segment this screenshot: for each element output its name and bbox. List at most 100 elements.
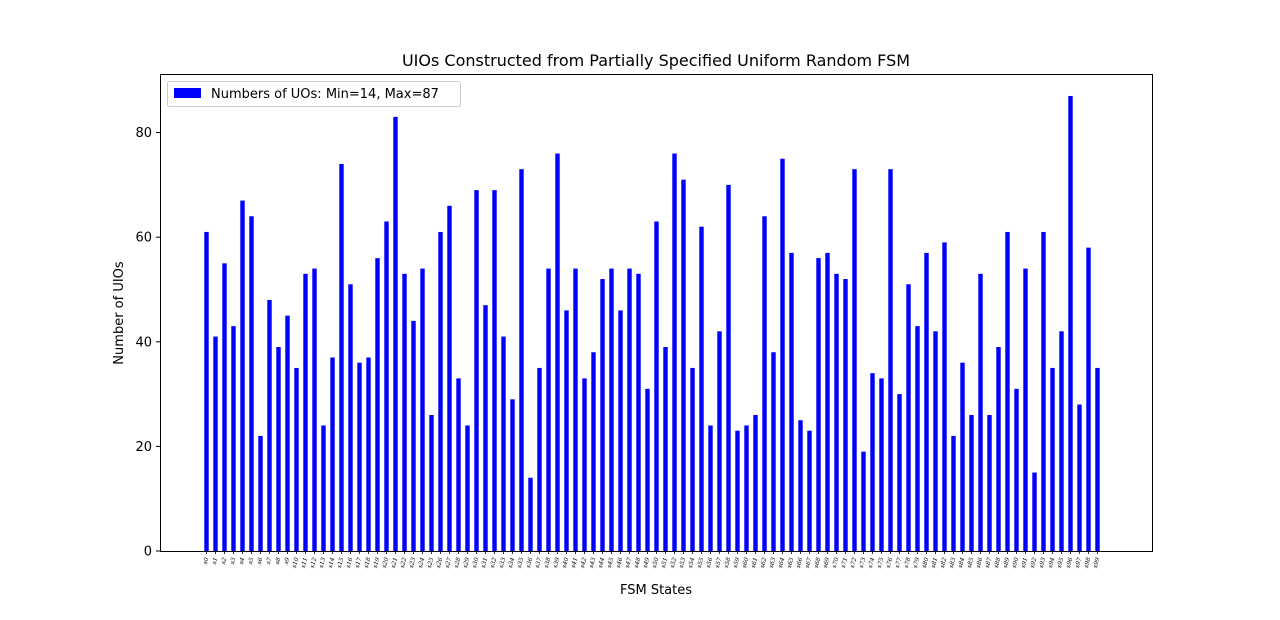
bar-s41: [573, 268, 578, 551]
x-tick-label: s95: [1056, 557, 1066, 569]
bar-s12: [312, 268, 317, 551]
x-tick-label: s85: [966, 557, 976, 569]
x-tick-label: s86: [975, 557, 985, 569]
x-tick-label: s54: [687, 557, 697, 569]
bar-s24: [420, 268, 425, 551]
bar-s60: [744, 425, 749, 551]
bar-s22: [402, 273, 407, 551]
bar-s80: [924, 252, 929, 552]
bar-s13: [321, 425, 326, 551]
bar-s40: [564, 310, 569, 551]
bar-s14: [330, 357, 335, 551]
x-tick-label: s64: [777, 557, 787, 569]
x-tick-label: s51: [660, 557, 670, 569]
bar-s31: [483, 305, 488, 551]
x-tick-label: s75: [876, 557, 886, 569]
x-tick-label: s43: [588, 557, 598, 569]
bar-s75: [879, 378, 884, 551]
x-tick-label: s37: [534, 557, 544, 569]
x-tick-label: s42: [579, 557, 589, 569]
x-tick-label: s84: [957, 557, 967, 569]
bar-s50: [654, 221, 659, 552]
bar-s43: [591, 352, 596, 551]
x-tick-label: s91: [1020, 557, 1030, 569]
y-tick-label: 40: [135, 335, 152, 350]
x-tick-label: s19: [372, 557, 382, 569]
x-tick-label: s78: [903, 557, 913, 569]
bar-s61: [753, 415, 758, 551]
chart-title: UIOs Constructed from Partially Specifie…: [402, 51, 910, 70]
x-tick-label: s63: [768, 557, 778, 569]
bar-s57: [717, 331, 722, 551]
x-tick-label: s69: [822, 557, 832, 569]
bar-s45: [609, 268, 614, 551]
bars-group: [204, 95, 1100, 552]
bar-s99: [1095, 367, 1100, 551]
x-tick-label: s56: [705, 557, 715, 569]
x-tick-label: s93: [1038, 557, 1048, 569]
y-tick-label: 80: [135, 126, 152, 141]
x-tick-label: s30: [471, 557, 481, 569]
x-tick-label: s35: [516, 557, 526, 569]
bar-s95: [1059, 331, 1064, 551]
x-axis-label: FSM States: [620, 583, 692, 598]
bar-s67: [807, 430, 812, 551]
x-tick-label: s0: [202, 557, 211, 566]
bar-s25: [429, 415, 434, 551]
x-tick-label: s71: [840, 557, 850, 569]
x-tick-label: s31: [480, 557, 490, 569]
bar-s89: [1005, 231, 1010, 551]
bar-s8: [276, 347, 281, 551]
x-tick-label: s66: [795, 557, 805, 569]
bar-s83: [951, 435, 956, 551]
bar-s73: [861, 451, 866, 552]
y-tick-label: 20: [135, 440, 152, 455]
bar-s88: [996, 347, 1001, 551]
bar-s68: [816, 258, 821, 551]
bar-s96: [1068, 95, 1073, 551]
x-tick-label: s92: [1029, 557, 1039, 569]
x-tick-label: s32: [489, 557, 499, 569]
bar-s19: [375, 258, 380, 551]
bar-s47: [627, 268, 632, 551]
x-tick-label: s96: [1065, 557, 1075, 569]
x-tick-label: s36: [525, 557, 535, 569]
x-tick-label: s59: [732, 557, 742, 569]
y-tick-label: 0: [144, 545, 152, 560]
bar-s98: [1086, 247, 1091, 551]
bar-s71: [843, 279, 848, 551]
x-tick-label: s26: [435, 557, 445, 569]
x-tick-label: s49: [642, 557, 652, 569]
bar-s72: [852, 169, 857, 551]
x-tick-label: s29: [462, 557, 472, 569]
x-tick-label: s13: [318, 557, 328, 569]
bar-s69: [825, 252, 830, 552]
x-tick-label: s90: [1011, 557, 1021, 569]
bar-s66: [798, 420, 803, 551]
legend-label: Numbers of UOs: Min=14, Max=87: [211, 87, 439, 102]
x-tick-label: s53: [678, 557, 688, 569]
bar-s59: [735, 430, 740, 551]
bar-s54: [690, 367, 695, 551]
x-tick-label: s17: [354, 557, 364, 569]
y-tick-label: 60: [135, 231, 152, 246]
x-tick-label: s57: [714, 557, 724, 569]
legend-box: [167, 81, 461, 107]
bar-s77: [897, 394, 902, 551]
bar-s17: [357, 362, 362, 551]
x-tick-label: s3: [229, 557, 238, 566]
bar-s46: [618, 310, 623, 551]
x-tick-label: s12: [309, 557, 319, 569]
bar-s87: [987, 415, 992, 551]
bar-s16: [348, 284, 353, 551]
bar-s90: [1014, 388, 1019, 551]
bar-s92: [1032, 472, 1037, 551]
bar-s55: [699, 226, 704, 551]
bar-s97: [1077, 404, 1082, 551]
x-tick-label: s38: [543, 557, 553, 569]
x-tick-label: s73: [858, 557, 868, 569]
bar-s86: [978, 273, 983, 551]
x-tick-label: s8: [274, 557, 283, 566]
legend: Numbers of UOs: Min=14, Max=87: [167, 81, 461, 107]
